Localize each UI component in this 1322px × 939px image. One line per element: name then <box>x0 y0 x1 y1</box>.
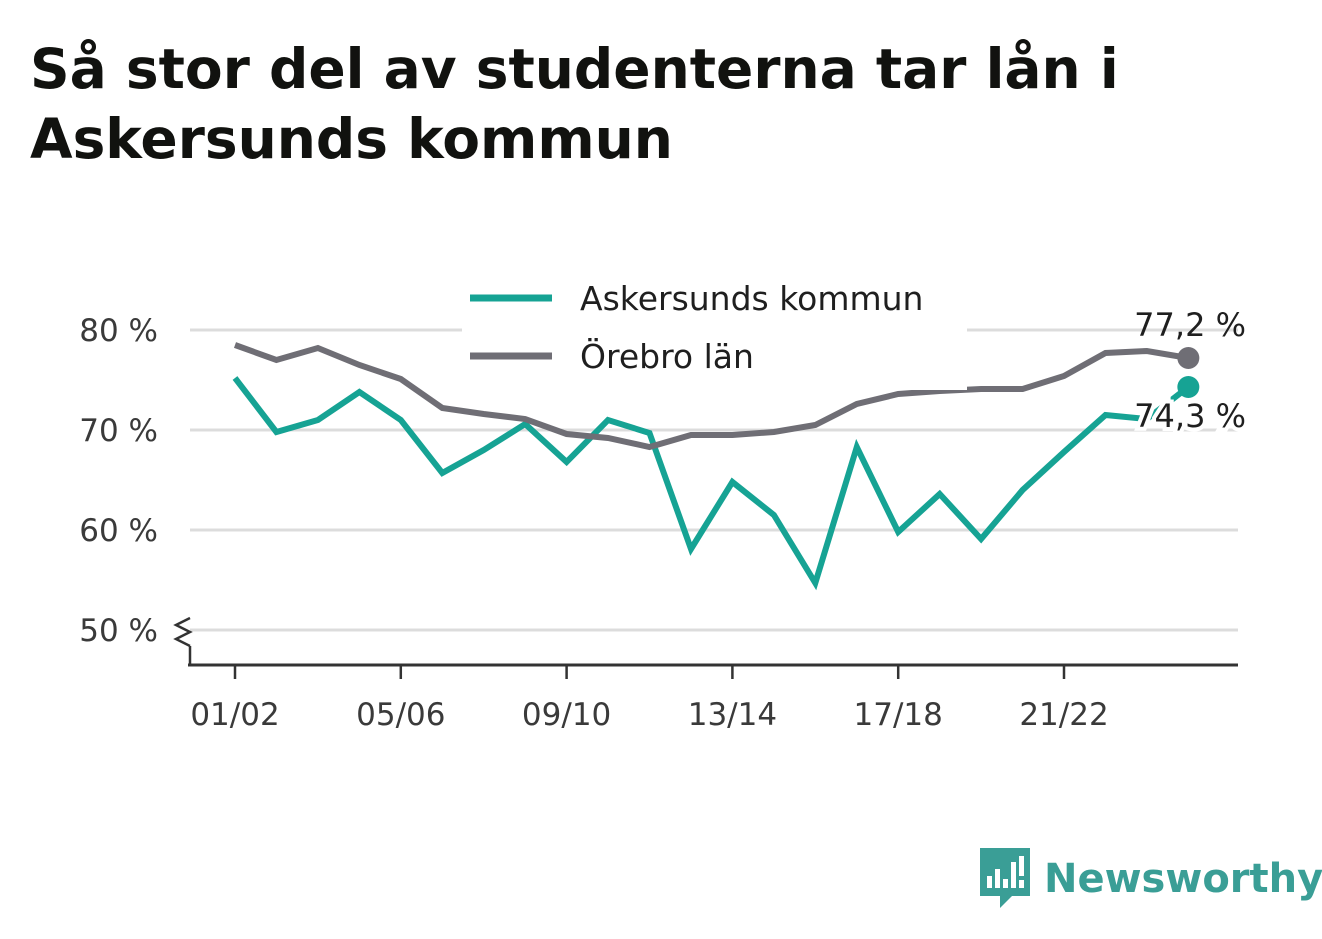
end-value-label: 74,3 % <box>1134 397 1246 435</box>
legend: Askersunds kommun Örebro län <box>462 272 967 390</box>
series-end-point <box>1177 347 1200 369</box>
chart-title: Så stor del av studenterna tar lån i Ask… <box>30 37 1119 171</box>
x-tick-label: 13/14 <box>688 697 777 733</box>
series-lines <box>232 342 1200 591</box>
series-line <box>232 376 1191 591</box>
y-tick-label: 60 % <box>79 513 158 549</box>
x-tick-label: 09/10 <box>522 697 611 733</box>
legend-label: Askersunds kommun <box>580 279 923 318</box>
series-line <box>233 342 1189 451</box>
y-tick-label: 70 % <box>79 413 158 449</box>
end-value-label: 77,2 % <box>1134 306 1246 344</box>
newsworthy-logo-icon <box>980 848 1030 908</box>
brand-name: Newsworthy <box>1044 856 1322 902</box>
y-tick-label: 80 % <box>79 313 158 349</box>
y-tick-label: 50 % <box>79 613 158 649</box>
x-tick-label: 01/02 <box>190 697 279 733</box>
end-labels: 77,2 % 74,3 % <box>1130 306 1250 439</box>
newsworthy-logo: Newsworthy <box>980 848 1322 910</box>
axes: 50 % 60 % 70 % 80 % 01/02 05/06 09/10 13/14 17/1… <box>79 313 1238 733</box>
axis-break-mark <box>173 616 193 648</box>
legend-background <box>462 272 967 390</box>
x-tick-label: 05/06 <box>356 697 445 733</box>
legend-label: Örebro län <box>580 336 754 376</box>
x-tick-label: 17/18 <box>854 697 943 733</box>
series-end-point <box>1177 376 1200 398</box>
x-tick-label: 21/22 <box>1019 697 1108 733</box>
